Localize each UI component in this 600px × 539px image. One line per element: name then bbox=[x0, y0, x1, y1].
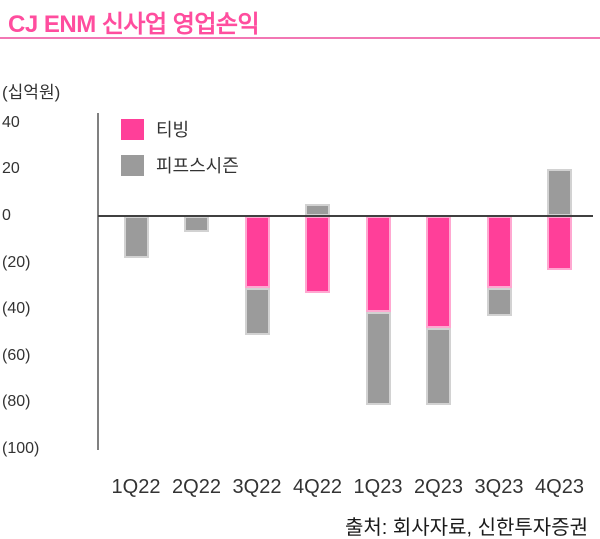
legend-item-fifth-season: 피프스시즌 bbox=[121, 152, 239, 178]
bar-segment bbox=[426, 216, 451, 328]
x-axis-label: 4Q23 bbox=[535, 476, 584, 498]
y-tick-label: 20 bbox=[2, 160, 20, 178]
bar-segment bbox=[547, 169, 572, 216]
bar-segment bbox=[365, 311, 391, 405]
legend: 티빙 피프스시즌 bbox=[121, 116, 239, 188]
chart-title: CJ ENM 신사업 영업손익 bbox=[8, 11, 260, 38]
zero-baseline bbox=[98, 215, 593, 217]
source-note: 출처: 회사자료, 신한투자증권 bbox=[344, 517, 588, 539]
bar-segment bbox=[486, 216, 512, 289]
x-axis-label: 2Q23 bbox=[414, 476, 463, 498]
bar-segment bbox=[244, 288, 270, 335]
bar-segment bbox=[184, 216, 209, 233]
bar-segment bbox=[305, 216, 330, 293]
x-axis-label: 4Q22 bbox=[293, 476, 342, 498]
y-tick-label: 0 bbox=[2, 207, 11, 224]
bar-segment bbox=[244, 216, 270, 289]
bar-segment bbox=[123, 216, 149, 258]
y-tick-label: (20) bbox=[2, 253, 31, 271]
x-axis-label: 2Q22 bbox=[172, 476, 221, 498]
y-axis-unit-label: (십억원) bbox=[2, 83, 61, 102]
tving-color-swatch bbox=[121, 118, 144, 140]
x-axis-label: 3Q23 bbox=[474, 476, 524, 498]
x-axis-label: 1Q23 bbox=[353, 476, 403, 498]
title-underline bbox=[0, 37, 600, 39]
y-axis-line bbox=[97, 113, 99, 450]
legend-label-fifth-season: 피프스시즌 bbox=[156, 156, 239, 176]
bar-segment bbox=[547, 216, 572, 270]
x-axis-label: 3Q22 bbox=[232, 476, 282, 498]
y-tick-label: (60) bbox=[2, 346, 31, 364]
x-axis-label: 1Q22 bbox=[111, 476, 161, 498]
legend-label-tving: 티빙 bbox=[156, 120, 190, 140]
bar-segment bbox=[486, 288, 512, 317]
legend-item-tving: 티빙 bbox=[121, 116, 239, 142]
y-tick-label: (80) bbox=[2, 393, 31, 411]
bar-segment bbox=[365, 216, 391, 312]
y-tick-label: 40 bbox=[2, 113, 20, 131]
bar-segment bbox=[426, 327, 451, 405]
y-tick-label: (40) bbox=[2, 300, 31, 318]
fifth-season-color-swatch bbox=[121, 154, 144, 176]
y-tick-label: (100) bbox=[2, 440, 40, 457]
